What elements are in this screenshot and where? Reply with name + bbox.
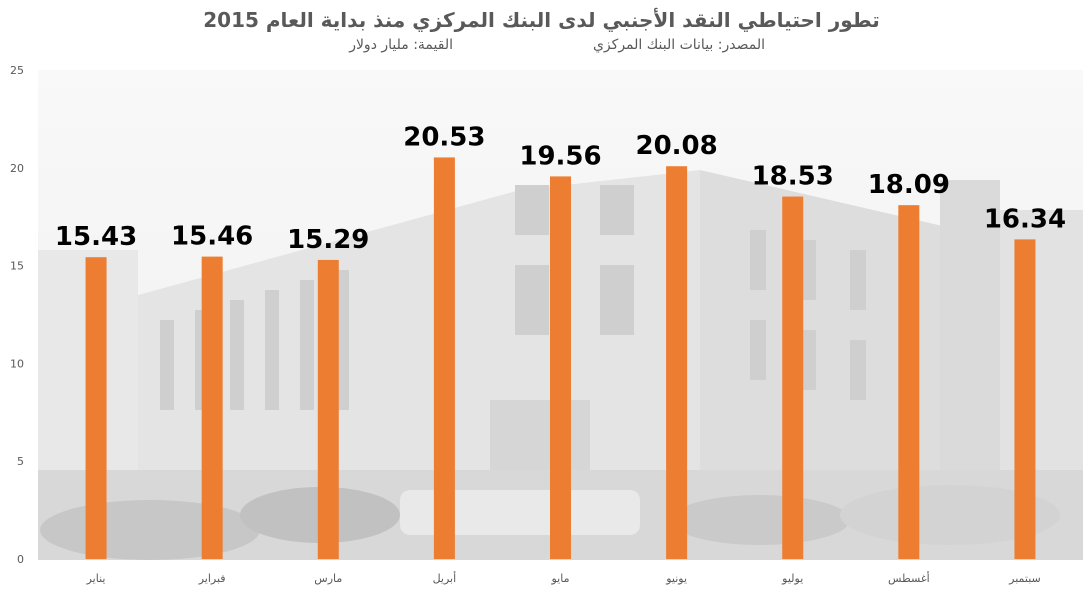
x-tick-label: يوليو [781,572,803,585]
bar [85,257,107,559]
x-tick-label: أبريل [433,571,457,585]
x-tick-label: أغسطس [888,571,930,585]
bar [1014,239,1036,560]
x-tick-label: يونيو [665,572,687,585]
bar [201,256,223,559]
y-tick-label: 25 [10,64,24,77]
bar [550,176,571,559]
bar [898,205,920,559]
y-tick-label: 5 [17,455,24,468]
data-label: 15.46 [171,222,253,252]
chart-subtitle-source: المصدر: بيانات البنك المركزي [592,37,765,53]
data-label: 15.43 [55,222,137,252]
data-label: 18.09 [868,170,950,200]
bar [433,157,455,559]
bar [782,196,804,559]
y-tick-label: 20 [10,162,24,175]
bar [317,259,339,559]
y-tick-label: 10 [10,357,24,370]
y-axis: 0 5 10 15 20 25 [10,64,24,566]
x-tick-label: مايو [551,572,570,585]
y-tick-label: 15 [10,260,24,273]
x-tick-label: فبراير [198,572,226,585]
x-tick-label: يناير [86,572,106,585]
data-label: 18.53 [752,162,834,192]
data-label: 20.53 [403,122,485,152]
y-tick-label: 0 [17,553,24,566]
bar [666,166,688,559]
chart-subtitle-unit: القيمة: مليار دولار [349,37,453,53]
data-label: 19.56 [519,141,601,171]
chart-title: تطور احتياطي النقد الأجنبي لدى البنك الم… [203,8,880,32]
x-axis: يناير فبراير مارس أبريل مايو يونيو يوليو أغسطس س… [86,571,1041,585]
data-label: 20.08 [635,131,717,161]
x-tick-label: سبتمبر [1008,572,1041,585]
data-label: 16.34 [984,204,1066,234]
x-tick-label: مارس [314,572,342,585]
data-label: 15.29 [287,225,369,255]
bars: 15.43 15.46 15.29 20.53 19.56 20.08 18.53 18.09… [55,122,1066,560]
